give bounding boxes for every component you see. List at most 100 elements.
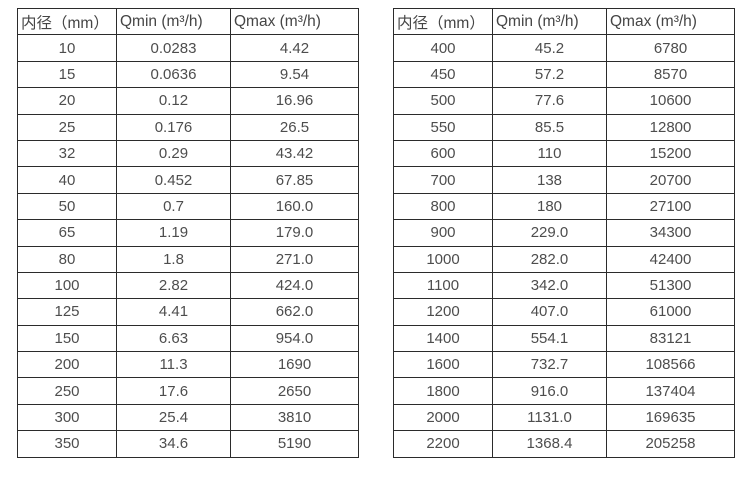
- table-cell: 554.1: [492, 324, 607, 353]
- table-row: 1200 407.0 61000: [393, 298, 735, 326]
- table-row: 25 0.176 26.5: [17, 113, 359, 141]
- table-row: 350 34.6 5190: [17, 430, 359, 458]
- table-cell: 3810: [230, 403, 359, 432]
- header-qmin: Qmin (m³/h): [492, 7, 607, 36]
- table-body: 400 45.2 6780 450 57.2 8570 500 77.6 10600 550 85.…: [393, 34, 735, 458]
- header-inner-diameter: 内径（mm）: [17, 7, 117, 36]
- table-cell: 900: [393, 219, 493, 247]
- table-cell: 342.0: [492, 271, 607, 300]
- table-cell: 67.85: [230, 166, 359, 194]
- table-cell: 4.41: [116, 298, 231, 326]
- table-cell: 150: [17, 324, 117, 353]
- table-row: 500 77.6 10600: [393, 87, 735, 115]
- table-cell: 169635: [606, 403, 735, 432]
- table-cell: 10600: [606, 87, 735, 115]
- table-cell: 450: [393, 60, 493, 89]
- table-cell: 1400: [393, 324, 493, 353]
- table-cell: 600: [393, 139, 493, 168]
- table-row: 250 17.6 2650: [17, 377, 359, 405]
- table-header-row: 内径（mm） Qmin (m³/h) Qmax (m³/h): [393, 7, 735, 36]
- flow-range-table-large-diameters: 内径（mm） Qmin (m³/h) Qmax (m³/h) 400 45.2 67…: [393, 7, 735, 458]
- table-cell: 25: [17, 113, 117, 141]
- table-cell: 43.42: [230, 139, 359, 168]
- table-cell: 160.0: [230, 192, 359, 221]
- table-cell: 1800: [393, 377, 493, 405]
- table-cell: 6.63: [116, 324, 231, 353]
- table-cell: 424.0: [230, 271, 359, 300]
- table-cell: 0.29: [116, 139, 231, 168]
- table-row: 100 2.82 424.0: [17, 271, 359, 300]
- table-cell: 954.0: [230, 324, 359, 353]
- table-cell: 42400: [606, 245, 735, 273]
- table-cell: 2000: [393, 403, 493, 432]
- table-cell: 0.7: [116, 192, 231, 221]
- table-row: 400 45.2 6780: [393, 34, 735, 62]
- table-cell: 137404: [606, 377, 735, 405]
- table-cell: 20: [17, 87, 117, 115]
- table-cell: 2200: [393, 430, 493, 458]
- table-cell: 61000: [606, 298, 735, 326]
- table-row: 800 180 27100: [393, 192, 735, 221]
- table-cell: 34300: [606, 219, 735, 247]
- table-cell: 4.42: [230, 34, 359, 62]
- table-cell: 8570: [606, 60, 735, 89]
- table-cell: 732.7: [492, 351, 607, 379]
- table-cell: 0.452: [116, 166, 231, 194]
- table-header-row: 内径（mm） Qmin (m³/h) Qmax (m³/h): [17, 7, 359, 36]
- table-cell: 200: [17, 351, 117, 379]
- table-cell: 15200: [606, 139, 735, 168]
- table-cell: 51300: [606, 271, 735, 300]
- header-qmin: Qmin (m³/h): [116, 7, 231, 36]
- table-cell: 85.5: [492, 113, 607, 141]
- table-cell: 2650: [230, 377, 359, 405]
- table-cell: 1600: [393, 351, 493, 379]
- table-row: 2200 1368.4 205258: [393, 430, 735, 458]
- table-cell: 250: [17, 377, 117, 405]
- table-cell: 138: [492, 166, 607, 194]
- table-row: 150 6.63 954.0: [17, 324, 359, 353]
- table-cell: 282.0: [492, 245, 607, 273]
- table-cell: 300: [17, 403, 117, 432]
- table-row: 32 0.29 43.42: [17, 139, 359, 168]
- table-cell: 800: [393, 192, 493, 221]
- table-row: 1600 732.7 108566: [393, 351, 735, 379]
- table-cell: 916.0: [492, 377, 607, 405]
- table-row: 125 4.41 662.0: [17, 298, 359, 326]
- table-row: 65 1.19 179.0: [17, 219, 359, 247]
- table-cell: 26.5: [230, 113, 359, 141]
- header-qmax: Qmax (m³/h): [606, 7, 735, 36]
- table-row: 550 85.5 12800: [393, 113, 735, 141]
- table-cell: 45.2: [492, 34, 607, 62]
- table-cell: 17.6: [116, 377, 231, 405]
- table-cell: 5190: [230, 430, 359, 458]
- table-row: 700 138 20700: [393, 166, 735, 194]
- table-row: 1800 916.0 137404: [393, 377, 735, 405]
- table-row: 300 25.4 3810: [17, 403, 359, 432]
- table-row: 40 0.452 67.85: [17, 166, 359, 194]
- table-row: 10 0.0283 4.42: [17, 34, 359, 62]
- flow-range-table-small-diameters: 内径（mm） Qmin (m³/h) Qmax (m³/h) 10 0.0283 4…: [17, 7, 359, 458]
- table-row: 450 57.2 8570: [393, 60, 735, 89]
- table-cell: 32: [17, 139, 117, 168]
- table-row: 200 11.3 1690: [17, 351, 359, 379]
- table-cell: 179.0: [230, 219, 359, 247]
- table-cell: 80: [17, 245, 117, 273]
- table-cell: 25.4: [116, 403, 231, 432]
- table-cell: 15: [17, 60, 117, 89]
- table-body: 10 0.0283 4.42 15 0.0636 9.54 20 0.12 16.96 25 0.1…: [17, 34, 359, 458]
- table-cell: 12800: [606, 113, 735, 141]
- table-cell: 407.0: [492, 298, 607, 326]
- table-cell: 1.8: [116, 245, 231, 273]
- table-cell: 0.0636: [116, 60, 231, 89]
- table-cell: 57.2: [492, 60, 607, 89]
- table-cell: 6780: [606, 34, 735, 62]
- table-row: 1400 554.1 83121: [393, 324, 735, 353]
- header-qmax: Qmax (m³/h): [230, 7, 359, 36]
- table-cell: 50: [17, 192, 117, 221]
- table-cell: 550: [393, 113, 493, 141]
- table-cell: 0.12: [116, 87, 231, 115]
- table-cell: 27100: [606, 192, 735, 221]
- table-cell: 1000: [393, 245, 493, 273]
- table-cell: 65: [17, 219, 117, 247]
